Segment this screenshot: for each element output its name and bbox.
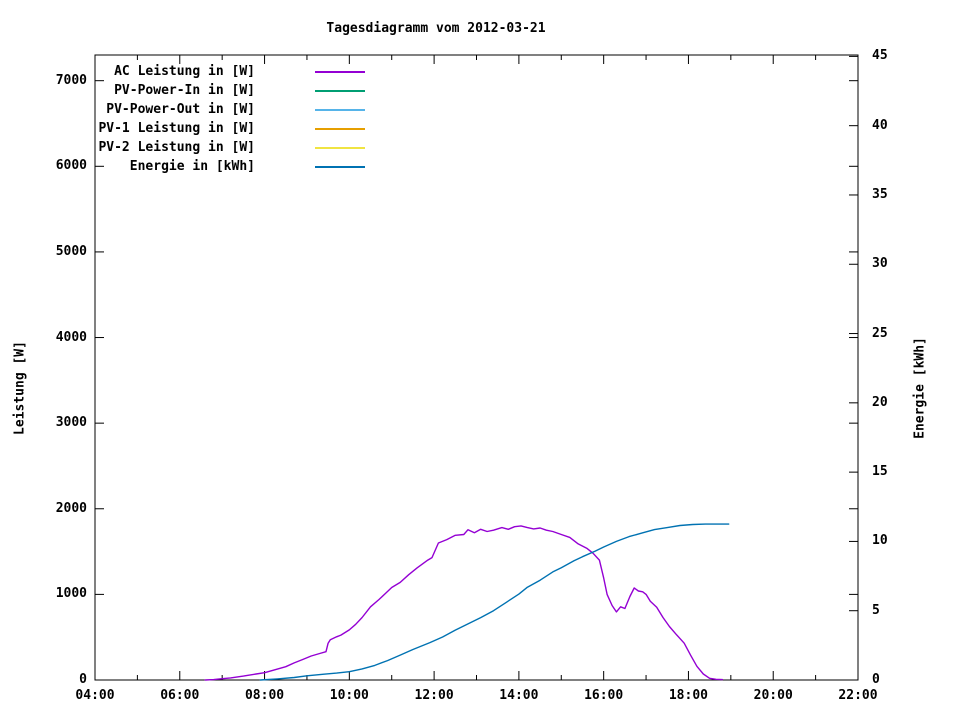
legend-item: PV-Power-In in [W] [97, 81, 365, 100]
legend-item-label: PV-1 Leistung in [W] [98, 121, 255, 136]
y-right-tick-label: 10 [872, 533, 888, 549]
legend-line-swatch [315, 127, 365, 130]
legend-line-swatch [315, 89, 365, 92]
legend-item-label: AC Leistung in [W] [114, 64, 255, 79]
y-right-tick-label: 0 [872, 672, 880, 687]
legend-item: PV-1 Leistung in [W] [97, 119, 365, 138]
legend-item: Energie in [kWh] [97, 157, 365, 176]
x-tick-label: 08:00 [244, 688, 285, 703]
y-left-tick-label: 5000 [55, 243, 87, 259]
x-tick-label: 16:00 [584, 688, 624, 703]
y-right-tick-label: 15 [872, 464, 888, 480]
legend-item: PV-Power-Out in [W] [97, 100, 365, 119]
x-tick-label: 06:00 [160, 688, 200, 703]
series-line-energy [259, 523, 730, 681]
legend-line-swatch [315, 165, 365, 168]
legend-item: AC Leistung in [W] [97, 62, 365, 81]
y-left-tick-label: 7000 [55, 72, 87, 88]
x-tick-label: 12:00 [414, 688, 454, 703]
legend-line-swatch [315, 108, 365, 111]
y-left-tick-label: 6000 [55, 158, 87, 174]
x-tick-label: 10:00 [329, 688, 369, 703]
y-right-tick-label: 35 [872, 186, 888, 202]
y-right-tick-label: 45 [872, 48, 888, 64]
y-left-tick-label: 0 [79, 672, 87, 687]
y-right-tick-label: 25 [872, 325, 888, 341]
x-tick-label: 22:00 [838, 688, 878, 703]
y-left-tick-label: 4000 [55, 329, 87, 345]
x-tick-label: 14:00 [499, 688, 539, 703]
y-right-tick-label: 20 [872, 394, 888, 410]
chart-title: Tagesdiagramm vom 2012-03-21 [326, 21, 546, 36]
legend-line-swatch [315, 146, 365, 149]
x-tick-label: 04:00 [75, 688, 115, 703]
series-line-ac [204, 525, 724, 681]
legend-item: PV-2 Leistung in [W] [97, 138, 365, 157]
legend: AC Leistung in [W] PV-Power-In in [W] PV-P… [97, 62, 365, 176]
legend-item-label: PV-Power-Out in [W] [106, 102, 255, 117]
legend-item-label: PV-2 Leistung in [W] [98, 140, 255, 155]
y-right-tick-label: 30 [872, 256, 888, 272]
y-left-tick-label: 3000 [55, 415, 87, 431]
x-tick-label: 18:00 [668, 688, 708, 703]
y-left-tick-label: 2000 [55, 500, 87, 516]
legend-item-label: Energie in [kWh] [129, 159, 255, 174]
legend-line-swatch [315, 70, 365, 73]
legend-item-label: PV-Power-In in [W] [114, 83, 255, 98]
y-left-tick-label: 1000 [55, 586, 87, 602]
x-tick-label: 20:00 [753, 688, 793, 703]
y-right-tick-label: 40 [872, 117, 888, 133]
y-right-tick-label: 5 [872, 602, 880, 618]
